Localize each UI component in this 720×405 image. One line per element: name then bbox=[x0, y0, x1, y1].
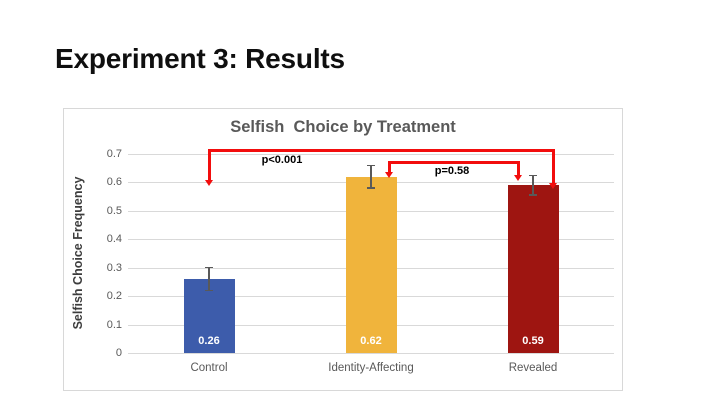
bar-chart: Selfish Choice by Treatment Selfish Choi… bbox=[63, 108, 623, 391]
down-arrow-icon bbox=[385, 172, 394, 178]
significance-bracket-arm bbox=[208, 149, 211, 181]
significance-bracket-arm bbox=[517, 161, 520, 176]
down-arrow-icon bbox=[514, 175, 523, 181]
bar-value-label: 0.59 bbox=[522, 334, 544, 347]
y-tick-label: 0.6 bbox=[106, 176, 122, 189]
bar-value-label: 0.62 bbox=[360, 334, 382, 347]
error-bar bbox=[370, 165, 372, 189]
gridline bbox=[128, 154, 614, 155]
gridline bbox=[128, 353, 614, 354]
error-bar-cap bbox=[367, 164, 375, 167]
bar-identity-affecting: 0.62 bbox=[345, 176, 397, 353]
slide-title: Experiment 3: Results bbox=[55, 43, 345, 74]
down-arrow-icon bbox=[549, 183, 558, 189]
error-bar bbox=[208, 267, 210, 291]
significance-bracket-arm bbox=[388, 161, 391, 173]
significance-bracket-arm bbox=[552, 149, 555, 184]
error-bar bbox=[532, 175, 534, 196]
y-tick-label: 0.2 bbox=[106, 290, 122, 303]
error-bar-cap bbox=[529, 194, 537, 196]
bar-control: 0.26 bbox=[183, 279, 235, 353]
significance-bracket bbox=[208, 149, 555, 152]
p-value-label: p=0.58 bbox=[434, 165, 470, 177]
y-tick-label: 0.5 bbox=[106, 204, 122, 217]
error-bar-cap bbox=[367, 187, 375, 189]
bar-revealed: 0.59 bbox=[507, 185, 559, 353]
x-axis-label: Revealed bbox=[508, 362, 558, 374]
p-value-label: p<0.001 bbox=[261, 154, 303, 166]
y-tick-label: 0.1 bbox=[106, 318, 122, 331]
down-arrow-icon bbox=[205, 180, 214, 186]
y-tick-label: 0 bbox=[115, 347, 122, 359]
y-tick-label: 0.7 bbox=[106, 148, 122, 160]
x-axis-label: Control bbox=[190, 362, 228, 374]
error-bar-cap bbox=[529, 174, 537, 177]
y-tick-label: 0.3 bbox=[106, 261, 122, 274]
bar-value-label: 0.26 bbox=[198, 334, 220, 347]
x-axis-label: Identity-Affecting bbox=[328, 362, 414, 374]
error-bar-cap bbox=[205, 266, 213, 269]
y-tick-label: 0.4 bbox=[106, 233, 122, 246]
error-bar-cap bbox=[205, 289, 213, 292]
y-axis-title: Selfish Choice Frequency bbox=[71, 176, 85, 330]
significance-bracket bbox=[388, 161, 520, 164]
chart-title: Selfish Choice by Treatment bbox=[230, 118, 456, 136]
